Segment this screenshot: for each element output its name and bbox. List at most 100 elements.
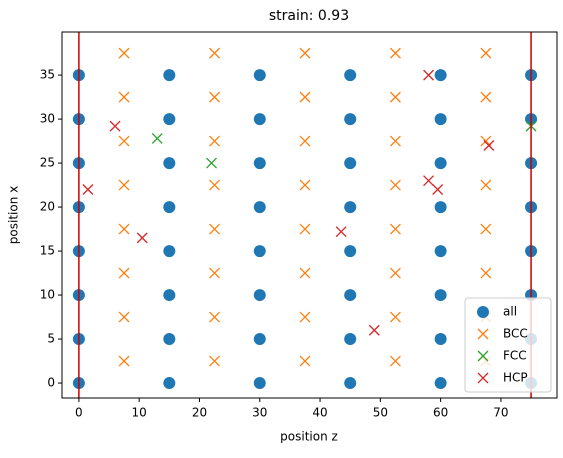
- chart-title: strain: 0.93: [269, 8, 349, 24]
- point: [335, 226, 347, 238]
- point: [109, 120, 121, 132]
- x-tick-label: 30: [252, 406, 267, 420]
- y-tick-label: 5: [47, 332, 55, 346]
- x-tick-label: 50: [373, 406, 388, 420]
- point: [118, 47, 130, 59]
- point: [253, 201, 266, 214]
- point: [389, 355, 401, 367]
- point: [299, 355, 311, 367]
- x-tick-label: 40: [312, 406, 327, 420]
- point: [434, 289, 447, 302]
- point: [480, 91, 492, 103]
- point: [118, 91, 130, 103]
- x-tick-label: 10: [132, 406, 147, 420]
- point: [136, 232, 148, 244]
- y-tick-label: 25: [40, 156, 55, 170]
- point: [118, 355, 130, 367]
- y-tick-label: 0: [47, 376, 55, 390]
- point: [253, 289, 266, 302]
- point: [163, 333, 176, 346]
- y-tick-label: 20: [40, 200, 55, 214]
- y-tick-label: 35: [40, 68, 55, 82]
- point: [209, 311, 220, 323]
- point: [253, 377, 266, 390]
- point: [344, 377, 357, 390]
- point: [299, 91, 311, 103]
- legend-marker: [477, 328, 489, 340]
- point: [118, 311, 130, 323]
- point: [163, 377, 176, 390]
- legend-label: FCC: [503, 349, 527, 363]
- point: [389, 179, 401, 191]
- point: [151, 132, 163, 144]
- point: [118, 267, 130, 279]
- point: [480, 267, 492, 279]
- point: [253, 157, 266, 170]
- point: [434, 157, 447, 170]
- point: [209, 179, 220, 191]
- point: [209, 135, 220, 147]
- legend-marker: [477, 372, 489, 384]
- point: [118, 135, 130, 147]
- point: [434, 377, 447, 390]
- legend-marker: [477, 350, 489, 362]
- point: [206, 157, 217, 169]
- point: [82, 184, 94, 195]
- point: [434, 333, 447, 346]
- point: [389, 135, 401, 147]
- point: [480, 47, 492, 59]
- point: [209, 223, 220, 235]
- point: [389, 47, 401, 59]
- point: [209, 47, 220, 59]
- point: [299, 223, 311, 235]
- point: [163, 157, 176, 170]
- plot-frame: [61, 31, 558, 399]
- y-tick-label: 10: [40, 288, 55, 302]
- point: [423, 69, 435, 81]
- point: [299, 179, 311, 191]
- point: [344, 69, 357, 82]
- point: [389, 91, 401, 103]
- point: [209, 91, 220, 103]
- point: [209, 355, 220, 367]
- legend-box: [464, 297, 552, 393]
- x-axis-label: position z: [280, 430, 338, 444]
- point: [163, 245, 176, 258]
- legend-label: BCC: [503, 327, 528, 341]
- point: [163, 69, 176, 82]
- y-axis-label: position x: [7, 186, 21, 244]
- point: [480, 179, 492, 191]
- x-tick-label: 70: [493, 406, 508, 420]
- point: [253, 245, 266, 258]
- point: [253, 113, 266, 126]
- point: [432, 184, 444, 195]
- x-tick-label: 20: [192, 406, 207, 420]
- x-tick-label: 60: [433, 406, 448, 420]
- point: [118, 223, 130, 235]
- point: [209, 267, 220, 279]
- legend-marker: [477, 306, 489, 318]
- legend-label: all: [503, 305, 517, 319]
- point: [480, 223, 492, 235]
- point: [344, 157, 357, 170]
- legend-label: HCP: [503, 371, 528, 385]
- point: [344, 289, 357, 302]
- point: [423, 175, 435, 187]
- point: [163, 201, 176, 214]
- point: [344, 245, 357, 258]
- y-tick-label: 30: [40, 112, 55, 126]
- point: [389, 267, 401, 279]
- point: [344, 113, 357, 126]
- point: [163, 289, 176, 302]
- point: [299, 267, 311, 279]
- point: [163, 113, 176, 126]
- point: [389, 311, 401, 323]
- point: [434, 113, 447, 126]
- x-tick-label: 0: [75, 406, 83, 420]
- point: [434, 201, 447, 214]
- point: [434, 69, 447, 82]
- point: [389, 223, 401, 235]
- y-tick-label: 15: [40, 244, 55, 258]
- point: [344, 333, 357, 346]
